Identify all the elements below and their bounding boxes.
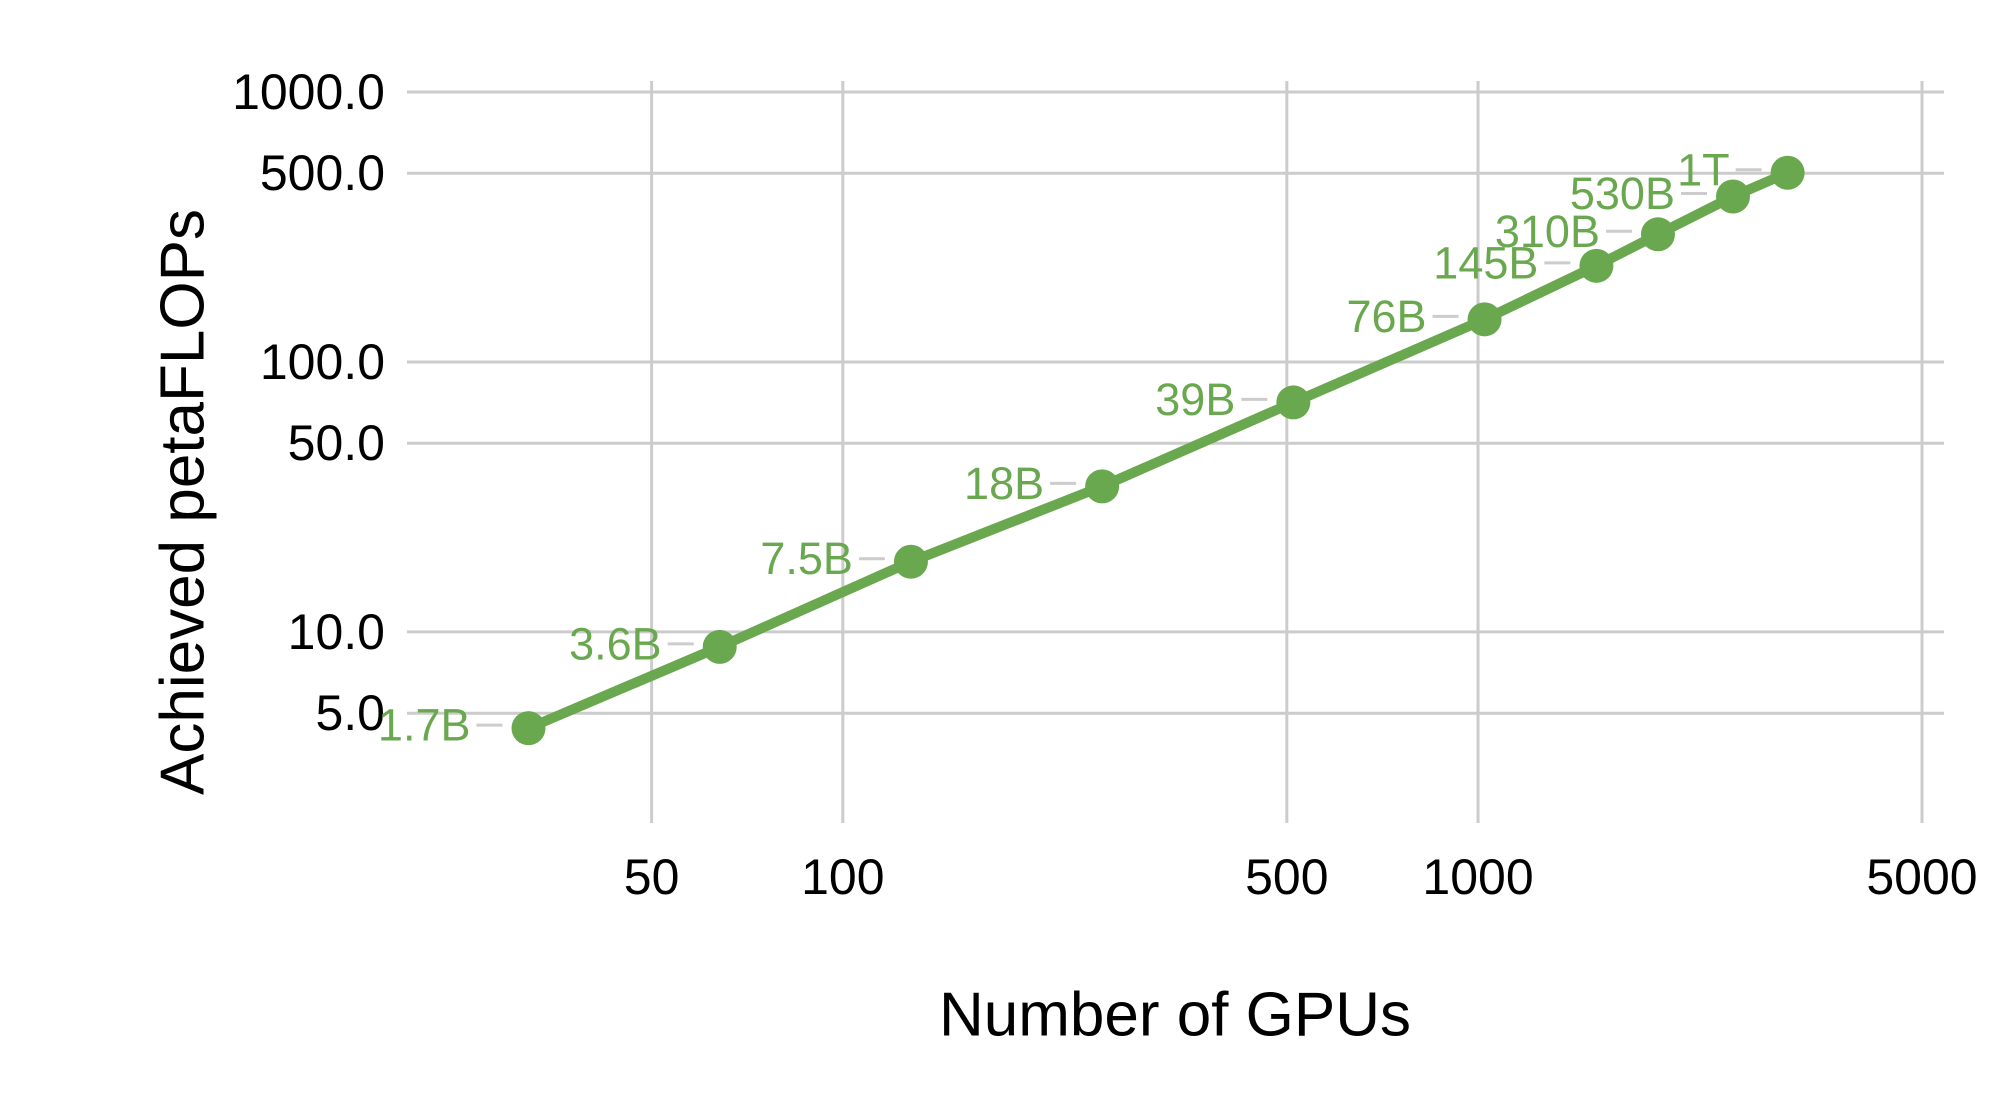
x-tick-label: 5000 — [1866, 849, 1977, 905]
gridlines — [407, 81, 1944, 823]
data-point-marker — [1640, 217, 1675, 252]
y-tick-label: 50.0 — [288, 415, 385, 471]
y-tick-label: 500.0 — [260, 145, 385, 201]
series-line — [523, 167, 1793, 734]
data-point-marker — [702, 629, 737, 664]
y-axis-title: Achieved petaFLOPs — [149, 209, 218, 795]
x-tick-label: 500 — [1245, 849, 1328, 905]
data-point-marker — [1467, 302, 1502, 337]
y-tick-label: 1000.0 — [232, 64, 385, 120]
data-point-label: 1.7B — [378, 700, 471, 751]
x-tick-label: 100 — [801, 849, 884, 905]
data-point-label: 7.5B — [760, 533, 853, 584]
data-point-label: 1T — [1677, 144, 1730, 195]
data-point-label: 145B — [1433, 237, 1538, 288]
data-point-label: 310B — [1495, 206, 1600, 257]
data-point-label: 76B — [1346, 291, 1426, 342]
data-point-marker — [1085, 469, 1120, 504]
data-series — [511, 155, 1805, 746]
x-axis-title: Number of GPUs — [939, 981, 1411, 1050]
data-point-label: 18B — [964, 458, 1044, 509]
data-point-marker — [1715, 179, 1750, 214]
y-tick-label: 10.0 — [288, 604, 385, 660]
data-point-marker — [1276, 385, 1311, 420]
data-point-label: 3.6B — [569, 618, 662, 669]
x-tick-label: 50 — [624, 849, 680, 905]
data-point-label: 39B — [1155, 374, 1235, 425]
data-point-marker — [1579, 248, 1614, 283]
y-tick-label: 100.0 — [260, 334, 385, 390]
data-point-label: 530B — [1570, 168, 1675, 219]
data-point-marker — [893, 544, 928, 579]
tick-labels: 5.0 10.0 50.0 100.0 500.0 1000.0 50 100 500 1000 5… — [232, 64, 1978, 905]
x-tick-label: 1000 — [1422, 849, 1533, 905]
data-point-marker — [1770, 155, 1805, 190]
data-point-marker — [511, 711, 546, 746]
y-tick-label: 5.0 — [315, 685, 385, 741]
